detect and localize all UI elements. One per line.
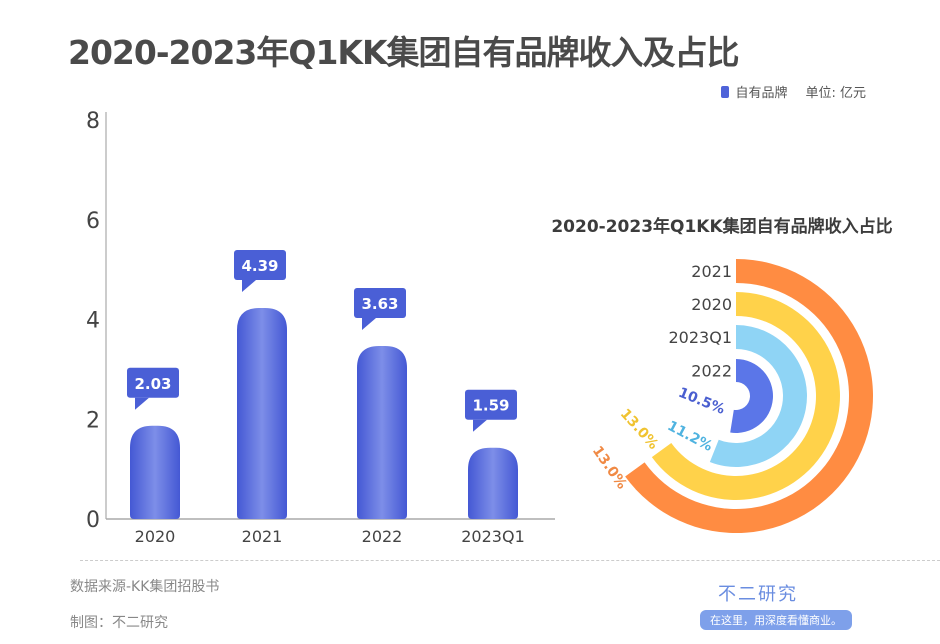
data-label-bubble: 1.59	[465, 389, 517, 432]
bubble-box	[465, 389, 517, 420]
data-label-bubble: 4.39	[234, 250, 286, 293]
radial-chart: 2020-2023年Q1KK集团自有品牌收入占比 2021 13.0% 2020 13…	[551, 216, 893, 533]
chart-maker: 制图：不二研究	[70, 615, 168, 631]
bubble-tail	[362, 317, 376, 330]
bar-2023Q1	[468, 447, 518, 519]
bubble-box	[234, 250, 286, 281]
data-label: 3.63	[361, 295, 398, 313]
data-label: 1.59	[472, 397, 509, 415]
bar-chart: 0 2 4 6 8 2.03 2020 4.39 2021 3.63 2022 1.59 2023Q1	[86, 109, 555, 546]
radial-bar-2022	[730, 359, 773, 433]
y-tick-label: 6	[86, 209, 100, 234]
radial-chart-title: 2020-2023年Q1KK集团自有品牌收入占比	[551, 216, 892, 237]
bubble-tail	[242, 280, 256, 293]
bubble-tail	[135, 397, 149, 410]
legend-swatch-icon	[721, 85, 730, 98]
bar-2021	[237, 308, 287, 519]
bubble-box	[354, 287, 406, 318]
legend-label: 自有品牌	[735, 86, 788, 101]
unit-label: 单位: 亿元	[805, 86, 866, 101]
bubble-tail	[473, 419, 487, 432]
x-tick-label: 2022	[362, 527, 403, 546]
data-label-bubble: 3.63	[354, 287, 406, 330]
y-tick-label: 4	[86, 309, 100, 334]
legend: 自有品牌 单位: 亿元	[721, 82, 866, 101]
radial-value-label: 10.5%	[676, 385, 727, 418]
y-tick-label: 2	[86, 408, 100, 433]
bubble-box	[127, 367, 179, 398]
y-tick-label: 0	[86, 508, 100, 533]
radial-category-label: 2021	[691, 262, 732, 281]
radial-category-label: 2022	[691, 362, 732, 381]
page-title: 2020-2023年Q1KK集团自有品牌收入及占比	[68, 33, 740, 72]
footer-divider	[80, 560, 940, 561]
bar-2020	[130, 425, 180, 519]
radial-category-label: 2020	[691, 295, 732, 314]
data-label: 2.03	[134, 375, 171, 393]
x-tick-label: 2021	[242, 527, 283, 546]
brand-slogan: 在这里，用深度看懂商业。	[700, 610, 852, 630]
radial-bar-2023Q1	[709, 325, 807, 467]
x-tick-label: 2023Q1	[461, 527, 525, 546]
bar-2022	[357, 345, 407, 519]
data-source: 数据来源-KK集团招股书	[70, 579, 220, 595]
x-tick-label: 2020	[135, 527, 176, 546]
y-tick-label: 8	[86, 109, 100, 134]
radial-value-label: 13.0%	[589, 443, 630, 492]
data-label: 4.39	[241, 257, 278, 275]
radial-value-label: 13.0%	[617, 406, 661, 453]
data-label-bubble: 2.03	[127, 367, 179, 410]
brand-logo: 不二研究	[718, 584, 798, 605]
radial-category-label: 2023Q1	[669, 328, 733, 347]
